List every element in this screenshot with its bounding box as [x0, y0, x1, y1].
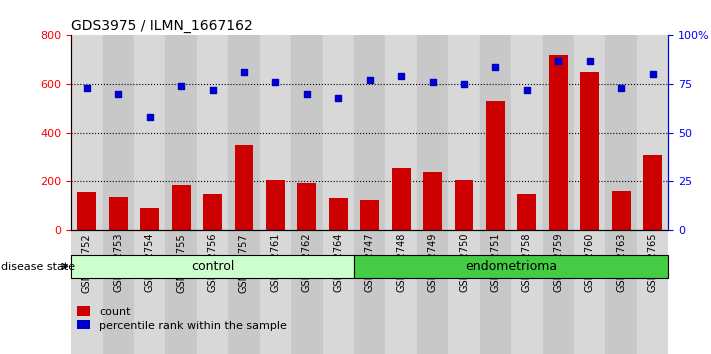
- Bar: [480, 230, 511, 354]
- Point: [333, 95, 344, 101]
- Point: [364, 77, 375, 83]
- Bar: [197, 35, 228, 230]
- Legend: count, percentile rank within the sample: count, percentile rank within the sample: [77, 307, 287, 331]
- Point: [647, 72, 658, 77]
- Bar: [611, 191, 631, 230]
- Bar: [417, 230, 449, 354]
- Bar: [323, 230, 354, 354]
- Point: [490, 64, 501, 69]
- Bar: [542, 230, 574, 354]
- Bar: [449, 35, 480, 230]
- Bar: [197, 230, 228, 354]
- Bar: [417, 35, 449, 230]
- Bar: [260, 35, 291, 230]
- Bar: [291, 230, 323, 354]
- Bar: [77, 192, 96, 230]
- Bar: [637, 230, 668, 354]
- Bar: [329, 199, 348, 230]
- Bar: [134, 230, 166, 354]
- Text: control: control: [191, 260, 234, 273]
- Bar: [354, 230, 385, 354]
- Point: [395, 73, 407, 79]
- Text: endometrioma: endometrioma: [465, 260, 557, 273]
- Bar: [511, 35, 542, 230]
- Point: [81, 85, 92, 91]
- Point: [427, 79, 438, 85]
- Bar: [480, 35, 511, 230]
- Bar: [542, 35, 574, 230]
- Bar: [360, 200, 379, 230]
- Bar: [203, 194, 222, 230]
- Text: disease state: disease state: [1, 262, 75, 272]
- Bar: [574, 230, 606, 354]
- Bar: [134, 35, 166, 230]
- Point: [112, 91, 124, 97]
- Bar: [109, 197, 128, 230]
- Point: [269, 79, 281, 85]
- Bar: [228, 35, 260, 230]
- Point: [301, 91, 313, 97]
- Point: [238, 69, 250, 75]
- Bar: [606, 35, 637, 230]
- Bar: [171, 185, 191, 230]
- Bar: [637, 35, 668, 230]
- Bar: [140, 208, 159, 230]
- Bar: [166, 35, 197, 230]
- Bar: [643, 155, 662, 230]
- Point: [552, 58, 564, 63]
- Bar: [511, 230, 542, 354]
- Bar: [606, 230, 637, 354]
- Point: [584, 58, 595, 63]
- Bar: [166, 230, 197, 354]
- Bar: [354, 35, 385, 230]
- Bar: [423, 172, 442, 230]
- Bar: [449, 230, 480, 354]
- Point: [616, 85, 627, 91]
- Bar: [102, 230, 134, 354]
- Bar: [392, 168, 410, 230]
- Bar: [235, 145, 253, 230]
- Bar: [518, 194, 536, 230]
- Bar: [102, 35, 134, 230]
- Bar: [260, 230, 291, 354]
- Bar: [574, 35, 606, 230]
- Bar: [297, 183, 316, 230]
- Bar: [580, 72, 599, 230]
- Point: [144, 114, 156, 120]
- Bar: [323, 35, 354, 230]
- Point: [176, 83, 187, 89]
- Bar: [385, 230, 417, 354]
- Bar: [71, 255, 354, 278]
- Text: GDS3975 / ILMN_1667162: GDS3975 / ILMN_1667162: [71, 19, 253, 33]
- Bar: [266, 180, 285, 230]
- Bar: [549, 55, 568, 230]
- Point: [521, 87, 533, 93]
- Bar: [385, 35, 417, 230]
- Bar: [486, 101, 505, 230]
- Bar: [71, 35, 102, 230]
- Bar: [228, 230, 260, 354]
- Point: [459, 81, 470, 87]
- Point: [207, 87, 218, 93]
- Bar: [291, 35, 323, 230]
- Bar: [454, 180, 474, 230]
- Bar: [71, 230, 102, 354]
- Bar: [354, 255, 668, 278]
